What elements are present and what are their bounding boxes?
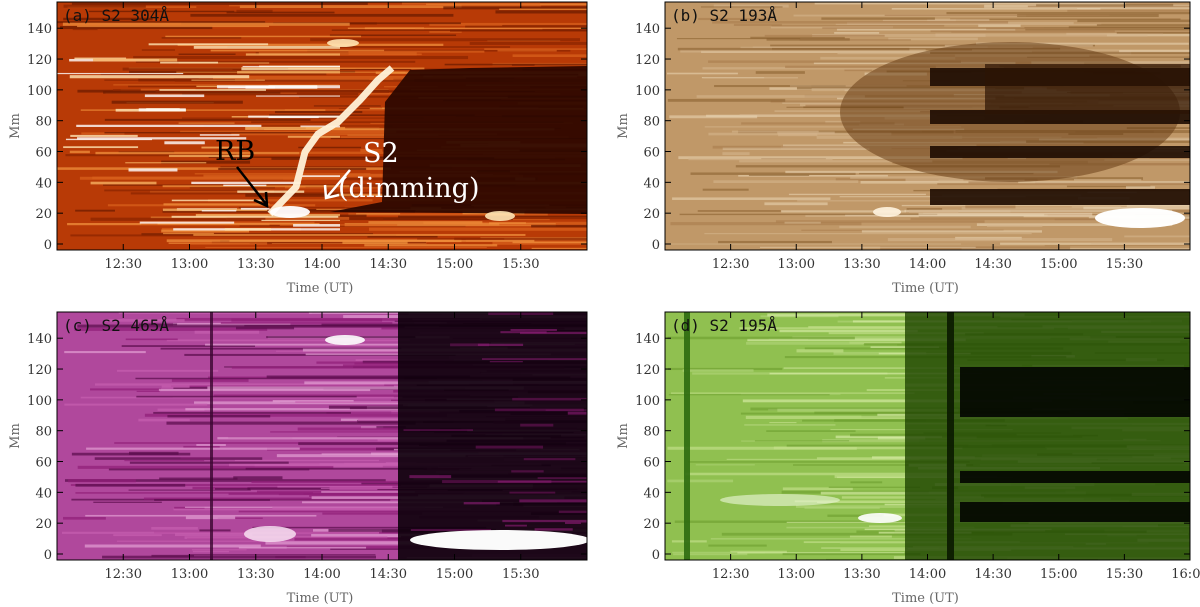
x-tick-label: 13:00 (778, 567, 815, 582)
y-tick-label: 60 (35, 146, 52, 161)
y-tick-label: 60 (35, 456, 52, 471)
x-tick-label: 14:30 (370, 567, 407, 582)
x-tick-label: 15:30 (502, 567, 539, 582)
x-tick-label: 13:30 (843, 257, 880, 272)
heatmap-image (57, 2, 587, 250)
annotation-arrow-s2 (326, 169, 351, 198)
x-tick-label: 12:30 (105, 567, 142, 582)
panel-a: 12:30 13:00 13:30 14:00 14:30 15:00 15:30 0 20 40… (8, 1, 588, 296)
x-tick-label: 14:00 (909, 257, 946, 272)
y-tick-label: 20 (643, 207, 660, 222)
x-tick-label: 15:30 (1106, 567, 1143, 582)
y-tick-label: 20 (35, 517, 52, 532)
x-tick-label: 14:30 (370, 257, 407, 272)
y-tick-label: 0 (652, 238, 660, 253)
y-tick-label: 100 (635, 84, 660, 99)
annotation-s2: S2 (363, 138, 399, 169)
y-tick-label: 40 (35, 176, 52, 191)
panel-c: 12:30 13:00 13:30 14:00 14:30 15:00 15:30 0 20 40… (8, 311, 588, 606)
x-tick-label: 15:30 (502, 257, 539, 272)
panel-title: (c) S2 465Å (63, 316, 169, 335)
panel-title: (a) S2 304Å (63, 6, 169, 25)
x-axis-title: Time (UT) (892, 591, 959, 606)
x-tick-label: 14:30 (974, 257, 1011, 272)
panel-title: (d) S2 195Å (671, 316, 777, 335)
y-tick-label: 0 (44, 548, 52, 563)
y-tick-label: 20 (35, 207, 52, 222)
x-tick-label: 13:00 (171, 257, 208, 272)
y-tick-label: 120 (27, 53, 52, 68)
x-tick-label: 15:30 (1106, 257, 1143, 272)
x-tick-label: 12:30 (105, 257, 142, 272)
x-axis-title: Time (UT) (287, 281, 354, 296)
x-tick-label: 13:00 (171, 567, 208, 582)
y-axis-title: Mm (616, 423, 631, 449)
y-tick-label: 140 (27, 22, 52, 37)
y-tick-label: 0 (44, 238, 52, 253)
y-tick-label: 40 (643, 176, 660, 191)
y-tick-label: 120 (27, 363, 52, 378)
x-tick-label: 13:30 (237, 257, 274, 272)
annotation-arrow-rb (236, 166, 267, 205)
annotation-dimming: (dimming) (338, 173, 480, 204)
heatmap-image (665, 2, 1190, 250)
panel-d: 12:30 13:00 13:30 14:00 14:30 15:00 15:30 16:0 0… (616, 311, 1200, 606)
x-tick-label: 13:30 (237, 567, 274, 582)
panel-b: 12:30 13:00 13:30 14:00 14:30 15:00 15:30 0 20 40… (616, 1, 1191, 296)
y-tick-label: 80 (35, 115, 52, 130)
y-axis-title: Mm (616, 113, 631, 139)
y-tick-label: 20 (643, 517, 660, 532)
x-tick-label: 12:30 (712, 257, 749, 272)
y-tick-label: 60 (643, 146, 660, 161)
x-tick-label: 13:00 (778, 257, 815, 272)
arrowhead-rb (253, 191, 269, 209)
annotation-rb: RB (215, 136, 255, 167)
y-tick-label: 60 (643, 456, 660, 471)
heatmap-image (57, 312, 587, 560)
x-tick-label: 14:00 (303, 567, 340, 582)
y-axis-title: Mm (8, 113, 23, 139)
y-tick-label: 140 (635, 22, 660, 37)
y-tick-label: 0 (652, 548, 660, 563)
y-tick-label: 100 (27, 84, 52, 99)
x-axis-title: Time (UT) (892, 281, 959, 296)
panel-title: (b) S2 193Å (671, 6, 777, 25)
x-tick-label: 14:30 (974, 567, 1011, 582)
x-tick-label: 14:00 (909, 567, 946, 582)
y-tick-label: 40 (35, 486, 52, 501)
x-tick-label: 12:30 (712, 567, 749, 582)
x-axis-title: Time (UT) (287, 591, 354, 606)
y-tick-label: 120 (635, 363, 660, 378)
y-tick-label: 140 (27, 332, 52, 347)
y-tick-label: 100 (635, 394, 660, 409)
y-tick-label: 100 (27, 394, 52, 409)
y-tick-label: 80 (643, 425, 660, 440)
x-tick-label: 15:00 (436, 257, 473, 272)
y-tick-label: 80 (35, 425, 52, 440)
x-tick-label: 15:00 (1040, 257, 1077, 272)
x-tick-label: 14:00 (303, 257, 340, 272)
x-tick-label: 15:00 (436, 567, 473, 582)
arrowhead-s2 (323, 184, 340, 200)
y-tick-label: 40 (643, 486, 660, 501)
x-tick-label: 16:00 (1171, 567, 1200, 582)
x-tick-label: 13:30 (843, 567, 880, 582)
y-axis-title: Mm (8, 423, 23, 449)
heatmap-image (665, 312, 1190, 560)
x-tick-label: 15:00 (1040, 567, 1077, 582)
y-tick-label: 80 (643, 115, 660, 130)
y-tick-label: 120 (635, 53, 660, 68)
y-tick-label: 140 (635, 332, 660, 347)
